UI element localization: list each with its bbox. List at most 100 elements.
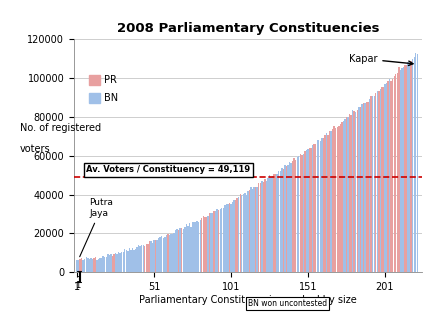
Bar (319, 141, 320, 272)
Bar (414, 53, 415, 272)
Bar (138, 245, 139, 272)
Bar (397, 68, 399, 272)
Bar (253, 187, 254, 272)
Bar (105, 257, 107, 272)
Bar (201, 218, 202, 272)
Bar (156, 240, 158, 272)
Bar (254, 187, 256, 272)
Bar (179, 228, 181, 272)
Bar (194, 222, 196, 272)
Bar (323, 135, 325, 272)
Bar (259, 183, 260, 272)
Bar (386, 81, 388, 272)
Bar (326, 134, 328, 272)
Bar (87, 258, 88, 272)
Bar (343, 119, 345, 272)
Bar (148, 241, 150, 272)
Bar (236, 198, 237, 272)
Bar (340, 122, 342, 272)
Bar (191, 222, 193, 272)
Text: BN won uncontested: BN won uncontested (247, 299, 326, 308)
Bar (82, 259, 84, 272)
Bar (119, 253, 121, 272)
Bar (260, 181, 262, 272)
Bar (174, 231, 176, 272)
Bar (277, 171, 279, 272)
Bar (285, 166, 286, 272)
Bar (250, 187, 251, 272)
Bar (390, 81, 391, 272)
Bar (416, 54, 417, 272)
Bar (227, 204, 228, 272)
Bar (161, 236, 162, 272)
Bar (325, 133, 326, 272)
Bar (185, 224, 187, 272)
Bar (124, 249, 125, 272)
Bar (153, 240, 155, 272)
Bar (216, 209, 217, 272)
Bar (310, 148, 311, 272)
Bar (233, 200, 234, 272)
Bar (243, 194, 245, 272)
Bar (413, 57, 414, 272)
Bar (289, 163, 291, 272)
Bar (225, 204, 227, 272)
Bar (374, 93, 375, 272)
Bar (407, 62, 408, 272)
Bar (116, 254, 118, 272)
Bar (150, 241, 151, 272)
Bar (251, 189, 253, 272)
Bar (317, 140, 319, 272)
Bar (262, 182, 263, 272)
Bar (108, 255, 110, 272)
Bar (144, 246, 145, 272)
Bar (78, 260, 79, 272)
Bar (112, 256, 113, 272)
Bar (311, 145, 312, 272)
Bar (376, 91, 377, 272)
Bar (133, 250, 135, 272)
Bar (204, 217, 205, 272)
Bar (136, 247, 138, 272)
Bar (210, 213, 211, 272)
Bar (76, 260, 78, 272)
Bar (121, 252, 122, 272)
Bar (85, 257, 87, 272)
Bar (202, 216, 204, 272)
Bar (328, 131, 329, 272)
Bar (366, 102, 368, 272)
Bar (394, 74, 395, 272)
Bar (360, 104, 362, 272)
Bar (162, 238, 164, 272)
Bar (164, 236, 165, 272)
Bar (220, 208, 222, 272)
Bar (385, 83, 386, 272)
Bar (354, 112, 355, 272)
Bar (170, 234, 171, 272)
Bar (139, 246, 141, 272)
Bar (239, 194, 240, 272)
Bar (257, 183, 259, 272)
Bar (142, 245, 144, 272)
Bar (350, 115, 351, 272)
Bar (266, 177, 268, 272)
Bar (230, 204, 231, 272)
Bar (346, 117, 348, 272)
Bar (159, 237, 161, 272)
Bar (207, 216, 208, 272)
Bar (92, 259, 93, 272)
Bar (196, 221, 197, 272)
Bar (306, 149, 308, 272)
Bar (268, 174, 270, 272)
Bar (113, 255, 115, 272)
Bar (199, 219, 201, 272)
Bar (399, 70, 400, 272)
Bar (400, 68, 402, 272)
Bar (165, 235, 167, 272)
Bar (371, 95, 372, 272)
Bar (322, 138, 323, 272)
Bar (211, 213, 213, 272)
Bar (217, 210, 219, 272)
Bar (102, 256, 104, 272)
Text: 1: 1 (75, 281, 80, 290)
